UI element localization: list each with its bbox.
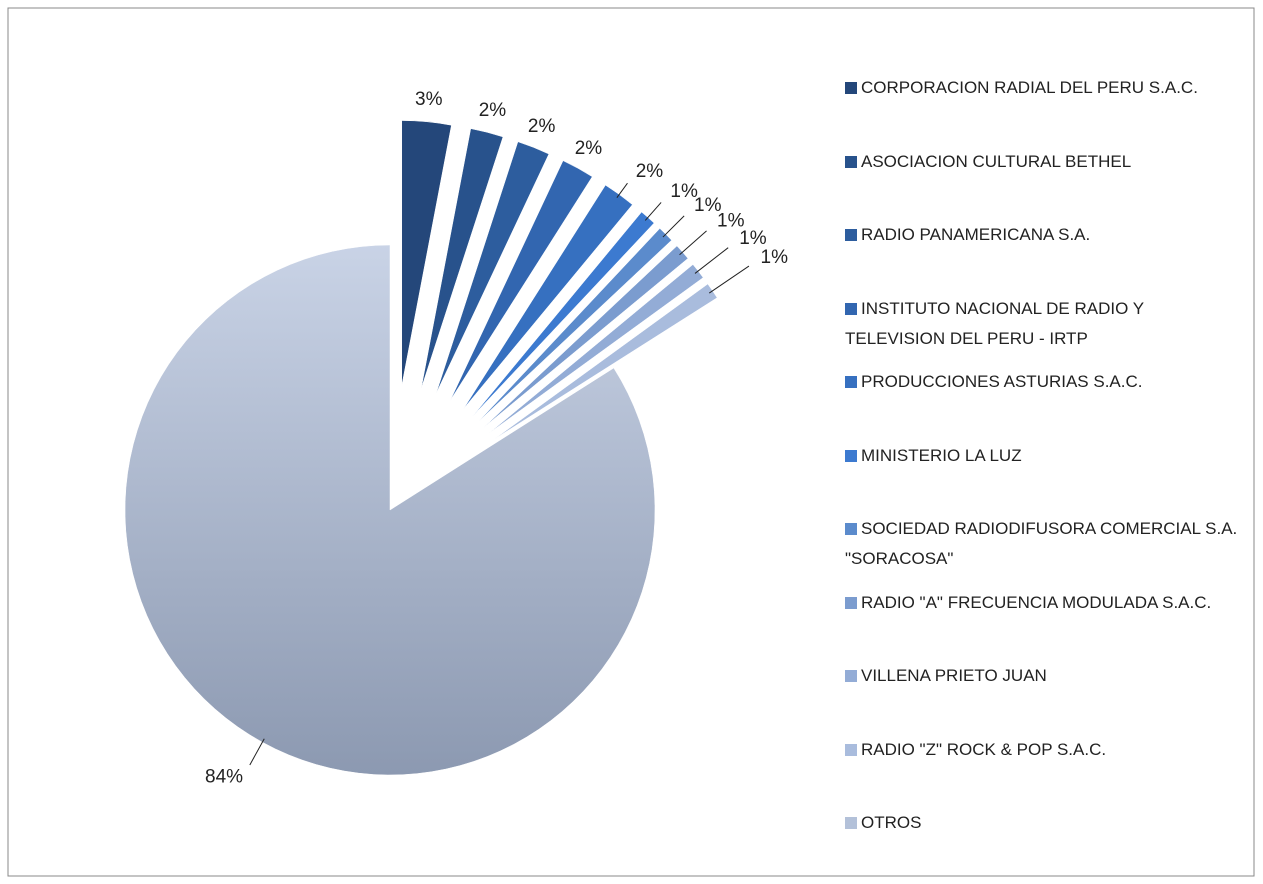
legend-swatch	[845, 82, 857, 94]
data-label: 1%	[761, 247, 789, 268]
legend-swatch	[845, 302, 857, 315]
leader-line	[694, 247, 729, 274]
legend-label: PRODUCCIONES ASTURIAS S.A.C.	[861, 372, 1143, 391]
legend-swatch	[845, 376, 857, 388]
legend-entry: CORPORACION RADIAL DEL PERU S.A.C.	[845, 73, 1245, 103]
legend-label: ASOCIACION CULTURAL BETHEL	[861, 151, 1132, 171]
legend-label: CORPORACION RADIAL DEL PERU S.A.C.	[861, 78, 1198, 97]
pie-slice	[420, 128, 504, 390]
legend-entry: RADIO "A" FRECUENCIA MODULADA S.A.C.	[845, 588, 1245, 618]
leader-line	[616, 182, 628, 199]
legend-swatch	[845, 743, 857, 756]
legend-entry: RADIO PANAMERICANA S.A.	[845, 220, 1245, 250]
legend-label: SOCIEDAD RADIODIFUSORA COMERCIAL S.A. "S…	[845, 519, 1238, 568]
legend-entry: VILLENA PRIETO JUAN	[845, 661, 1245, 691]
pie-slice	[401, 120, 452, 386]
data-label: 3%	[415, 89, 443, 110]
leader-line	[249, 738, 265, 766]
legend-label: INSTITUTO NACIONAL DE RADIO Y TELEVISION…	[845, 298, 1144, 348]
data-label: 1%	[670, 181, 698, 202]
legend-entry: INSTITUTO NACIONAL DE RADIO Y TELEVISION…	[845, 294, 1245, 354]
legend-entry: PRODUCCIONES ASTURIAS S.A.C.	[845, 367, 1245, 397]
legend-swatch	[845, 229, 857, 241]
legend-entry: MINISTERIO LA LUZ	[845, 441, 1245, 471]
data-label: 1%	[739, 228, 767, 249]
legend-swatch	[845, 596, 857, 609]
legend-swatch	[845, 670, 857, 682]
leader-line	[708, 265, 750, 294]
data-label: 84%	[205, 766, 243, 787]
legend-label: VILLENA PRIETO JUAN	[861, 666, 1047, 685]
leader-line	[662, 215, 685, 238]
data-label: 2%	[636, 161, 664, 182]
legend-label: RADIO "Z" ROCK & POP S.A.C.	[861, 739, 1107, 759]
leader-line	[644, 202, 662, 221]
data-label: 2%	[528, 116, 556, 137]
legend-entry: SOCIEDAD RADIODIFUSORA COMERCIAL S.A. "S…	[845, 514, 1245, 574]
legend-label: MINISTERIO LA LUZ	[861, 445, 1022, 465]
legend-swatch	[845, 817, 857, 829]
chart-border	[7, 7, 1255, 877]
legend-swatch	[845, 523, 857, 535]
pie-slice	[435, 141, 550, 394]
legend-label: RADIO "A" FRECUENCIA MODULADA S.A.C.	[861, 592, 1212, 612]
pie-slice	[449, 160, 593, 401]
leader-line	[679, 230, 707, 256]
legend-entry: ASOCIACION CULTURAL BETHEL	[845, 147, 1245, 177]
legend-entry: RADIO "Z" ROCK & POP S.A.C.	[845, 735, 1245, 765]
legend-entry: OTROS	[845, 808, 1245, 838]
data-label: 2%	[479, 100, 507, 121]
legend-swatch	[845, 449, 857, 462]
data-label: 2%	[575, 138, 603, 159]
data-label: 1%	[694, 195, 722, 216]
legend-label: RADIO PANAMERICANA S.A.	[861, 225, 1091, 244]
legend-label: OTROS	[861, 813, 922, 832]
data-label: 1%	[717, 211, 745, 232]
legend-swatch	[845, 155, 857, 168]
